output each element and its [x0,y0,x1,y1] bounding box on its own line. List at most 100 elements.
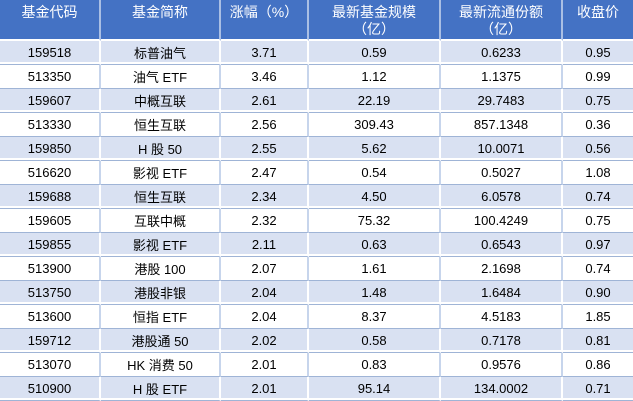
cell-change-percent: 2.34 [221,185,309,209]
cell-float-shares: 1.6484 [441,281,563,305]
cell-float-shares: 2.1698 [441,257,563,281]
cell-change-percent: 2.07 [221,257,309,281]
header-row: 基金代码 基金简称 涨幅（%） 最新基金规模 （亿） 最新流通份额 （亿） 收盘… [0,0,633,41]
cell-fund-code: 159688 [0,185,101,209]
cell-fund-name: 油气 ETF [101,65,221,89]
cell-fund-size: 0.83 [309,353,441,377]
col-header-change-percent: 涨幅（%） [221,0,309,41]
cell-fund-name: HK 消费 50 [101,353,221,377]
cell-change-percent: 2.01 [221,353,309,377]
cell-fund-code: 159518 [0,41,101,65]
cell-fund-size: 0.58 [309,329,441,353]
cell-fund-code: 510900 [0,377,101,401]
col-header-close-price: 收盘价 [563,0,633,41]
cell-fund-name: 恒指 ETF [101,305,221,329]
cell-change-percent: 2.32 [221,209,309,233]
cell-fund-size: 95.14 [309,377,441,401]
cell-fund-code: 513330 [0,113,101,137]
table-row: 513330 恒生互联 2.56 309.43 857.1348 0.36 [0,113,633,137]
table-row: 513350 油气 ETF 3.46 1.12 1.1375 0.99 [0,65,633,89]
cell-fund-code: 513350 [0,65,101,89]
cell-change-percent: 2.11 [221,233,309,257]
table-row: 159850 H 股 50 2.55 5.62 10.0071 0.56 [0,137,633,161]
cell-close-price: 0.36 [563,113,633,137]
cell-fund-code: 513750 [0,281,101,305]
cell-fund-size: 1.48 [309,281,441,305]
cell-fund-name: 影视 ETF [101,233,221,257]
cell-fund-code: 513600 [0,305,101,329]
cell-fund-size: 22.19 [309,89,441,113]
cell-fund-name: 中概互联 [101,89,221,113]
cell-close-price: 0.56 [563,137,633,161]
cell-close-price: 0.99 [563,65,633,89]
cell-close-price: 0.74 [563,185,633,209]
cell-fund-size: 5.62 [309,137,441,161]
table-row: 159688 恒生互联 2.34 4.50 6.0578 0.74 [0,185,633,209]
cell-float-shares: 10.0071 [441,137,563,161]
cell-fund-code: 159607 [0,89,101,113]
cell-close-price: 0.75 [563,209,633,233]
cell-float-shares: 0.6543 [441,233,563,257]
cell-float-shares: 100.4249 [441,209,563,233]
cell-change-percent: 2.04 [221,281,309,305]
table-row: 159712 港股通 50 2.02 0.58 0.7178 0.81 [0,329,633,353]
table-row: 159605 互联中概 2.32 75.32 100.4249 0.75 [0,209,633,233]
cell-fund-size: 4.50 [309,185,441,209]
col-header-fund-size: 最新基金规模 （亿） [309,0,441,41]
cell-fund-name: 影视 ETF [101,161,221,185]
cell-change-percent: 2.04 [221,305,309,329]
table-row: 510900 H 股 ETF 2.01 95.14 134.0002 0.71 [0,377,633,401]
table-row: 513070 HK 消费 50 2.01 0.83 0.9576 0.86 [0,353,633,377]
cell-close-price: 1.85 [563,305,633,329]
cell-fund-name: 恒生互联 [101,113,221,137]
cell-fund-code: 159850 [0,137,101,161]
col-header-fund-name: 基金简称 [101,0,221,41]
table-row: 159855 影视 ETF 2.11 0.63 0.6543 0.97 [0,233,633,257]
col-header-fund-code: 基金代码 [0,0,101,41]
table-row: 513750 港股非银 2.04 1.48 1.6484 0.90 [0,281,633,305]
cell-fund-size: 309.43 [309,113,441,137]
cell-float-shares: 4.5183 [441,305,563,329]
cell-change-percent: 2.61 [221,89,309,113]
cell-fund-code: 513070 [0,353,101,377]
table-row: 513600 恒指 ETF 2.04 8.37 4.5183 1.85 [0,305,633,329]
cell-float-shares: 1.1375 [441,65,563,89]
cell-close-price: 0.90 [563,281,633,305]
cell-fund-size: 1.12 [309,65,441,89]
cell-fund-size: 1.61 [309,257,441,281]
cell-fund-code: 516620 [0,161,101,185]
cell-fund-code: 159855 [0,233,101,257]
cell-float-shares: 0.7178 [441,329,563,353]
cell-float-shares: 0.6233 [441,41,563,65]
cell-change-percent: 2.47 [221,161,309,185]
cell-change-percent: 2.01 [221,377,309,401]
cell-fund-name: H 股 ETF [101,377,221,401]
cell-fund-size: 0.59 [309,41,441,65]
cell-float-shares: 857.1348 [441,113,563,137]
cell-float-shares: 0.5027 [441,161,563,185]
cell-float-shares: 0.9576 [441,353,563,377]
cell-fund-name: 港股非银 [101,281,221,305]
cell-fund-size: 0.54 [309,161,441,185]
table-row: 513900 港股 100 2.07 1.61 2.1698 0.74 [0,257,633,281]
cell-close-price: 1.08 [563,161,633,185]
cell-fund-code: 159712 [0,329,101,353]
cell-fund-code: 159605 [0,209,101,233]
cell-fund-size: 8.37 [309,305,441,329]
cell-change-percent: 2.02 [221,329,309,353]
cell-close-price: 0.97 [563,233,633,257]
cell-close-price: 0.74 [563,257,633,281]
cell-change-percent: 3.46 [221,65,309,89]
cell-fund-code: 513900 [0,257,101,281]
cell-fund-name: 港股通 50 [101,329,221,353]
cell-fund-size: 0.63 [309,233,441,257]
cell-fund-name: 标普油气 [101,41,221,65]
cell-close-price: 0.81 [563,329,633,353]
cell-change-percent: 2.55 [221,137,309,161]
cell-float-shares: 29.7483 [441,89,563,113]
cell-fund-name: 恒生互联 [101,185,221,209]
col-header-float-shares: 最新流通份额 （亿） [441,0,563,41]
cell-change-percent: 3.71 [221,41,309,65]
cell-close-price: 0.71 [563,377,633,401]
